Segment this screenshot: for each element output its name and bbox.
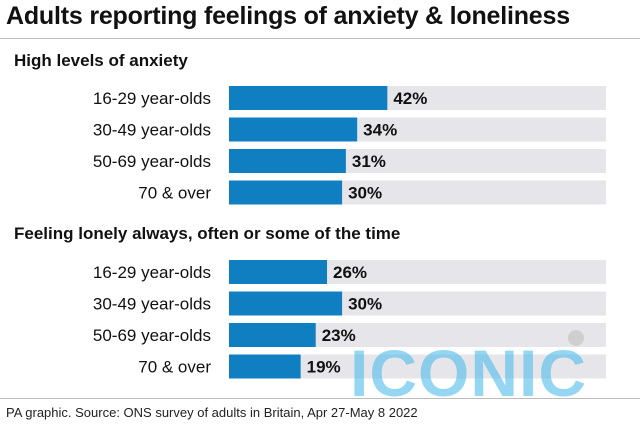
value-label: 23% (322, 326, 356, 345)
top-divider (0, 38, 640, 39)
category-label: 30-49 year-olds (93, 121, 211, 140)
value-label: 30% (348, 184, 382, 203)
bar (229, 149, 346, 173)
value-label: 34% (363, 121, 397, 140)
value-label: 26% (333, 263, 367, 282)
value-label: 30% (348, 295, 382, 314)
category-label: 50-69 year-olds (93, 326, 211, 345)
category-label: 50-69 year-olds (93, 152, 211, 171)
category-label: 16-29 year-olds (93, 89, 211, 108)
bottom-divider (0, 398, 640, 399)
section-title: Feeling lonely always, often or some of … (14, 224, 400, 243)
bar (229, 323, 316, 347)
bar (229, 291, 343, 316)
bar (229, 180, 343, 205)
source-credit: PA graphic. Source: ONS survey of adults… (6, 405, 418, 420)
bar (229, 117, 358, 142)
bar (229, 354, 301, 379)
value-label: 42% (393, 89, 427, 108)
category-label: 70 & over (138, 358, 211, 377)
watermark-dot (568, 330, 584, 346)
watermark: ICONIC (350, 336, 587, 410)
category-label: 30-49 year-olds (93, 295, 211, 314)
chart-title: Adults reporting feelings of anxiety & l… (6, 2, 570, 30)
value-label: 19% (307, 358, 341, 377)
category-label: 16-29 year-olds (93, 263, 211, 282)
section-title: High levels of anxiety (14, 51, 188, 70)
category-label: 70 & over (138, 184, 211, 203)
bar (229, 260, 328, 284)
bar (229, 86, 388, 110)
value-label: 31% (352, 152, 386, 171)
